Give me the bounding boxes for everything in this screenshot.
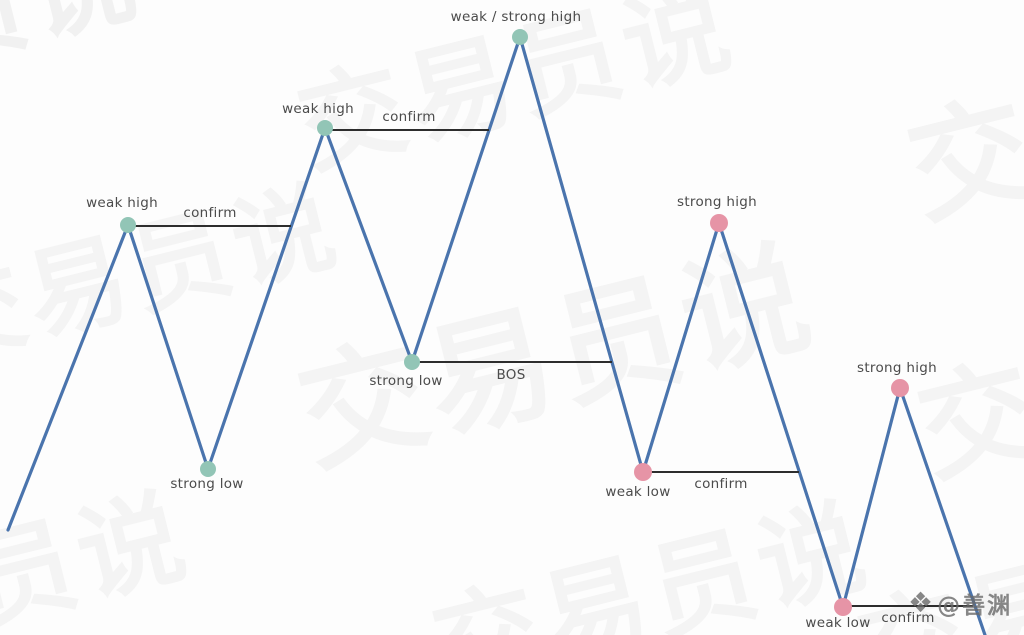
author-signature: ❖ @善渊 [908,586,1012,620]
gem-icon: ❖ [908,586,934,619]
swing-dot-strong-low-1 [200,461,216,477]
swing-dot-strong-high-1 [710,214,728,232]
price-path [6,35,987,635]
swing-dot-weak-low-2 [834,598,852,616]
swing-dot-weak-strong-high [512,29,528,45]
swing-dot-weak-high-1 [120,217,136,233]
swing-dot-strong-low-2 [404,354,420,370]
author-handle: @善渊 [937,593,1013,619]
swing-dot-weak-high-2 [317,120,333,136]
swing-dot-weak-low-1 [634,463,652,481]
swing-dot-strong-high-2 [891,379,909,397]
